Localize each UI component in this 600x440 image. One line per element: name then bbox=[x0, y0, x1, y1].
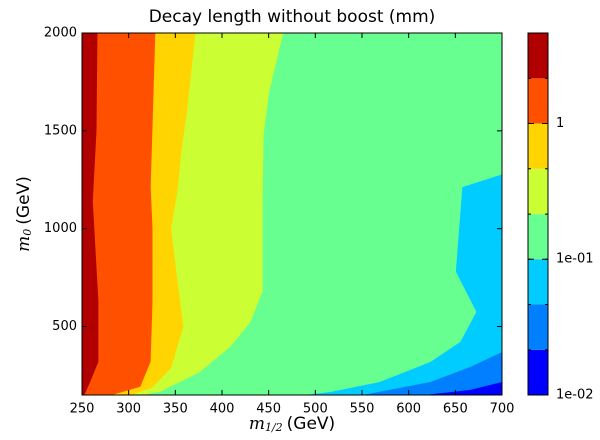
colorbar-tick-label: 1 bbox=[556, 116, 564, 131]
contour-line bbox=[360, 351, 503, 396]
x-tick-label: 250 bbox=[70, 402, 95, 417]
colorbar-band bbox=[528, 123, 548, 169]
x-tick-label: 400 bbox=[210, 402, 235, 417]
y-tick-label: 500 bbox=[52, 319, 77, 334]
x-tick-label: 300 bbox=[116, 402, 141, 417]
x-tick-label: 600 bbox=[396, 402, 421, 417]
x-tick-label: 350 bbox=[163, 402, 188, 417]
contour-line bbox=[83, 32, 99, 396]
colorbar-band bbox=[528, 259, 548, 305]
contour-fill bbox=[82, 33, 98, 395]
contour-line bbox=[419, 381, 503, 396]
colorbar-tick-label: 1e-01 bbox=[556, 252, 594, 267]
x-tick-label: 500 bbox=[303, 402, 328, 417]
y-tick-label: 1000 bbox=[44, 221, 77, 236]
plot-frame bbox=[81, 32, 503, 396]
x-tick-label: 550 bbox=[350, 402, 375, 417]
colorbar-band bbox=[528, 349, 548, 395]
x-tick-label: 650 bbox=[443, 402, 468, 417]
contour-line bbox=[300, 173, 503, 396]
colorbar-band bbox=[528, 78, 548, 124]
contour-line bbox=[109, 32, 156, 396]
y-axis-label: m0 (GeV) bbox=[14, 176, 35, 252]
x-label-unit: (GeV) bbox=[287, 414, 336, 434]
colorbar-tick-label: 1e-02 bbox=[556, 388, 594, 403]
x-axis-label: m1/2 (GeV) bbox=[249, 414, 335, 435]
y-label-subscript: 0 bbox=[21, 229, 34, 236]
y-label-unit: (GeV) bbox=[14, 176, 34, 225]
colorbar-band bbox=[528, 304, 548, 350]
x-label-subscript: 1/2 bbox=[265, 421, 283, 434]
y-label-symbol: m bbox=[14, 236, 34, 252]
x-tick-label: 450 bbox=[256, 402, 281, 417]
colorbar-band bbox=[528, 33, 548, 79]
x-tick-label: 700 bbox=[490, 402, 515, 417]
chart-title: Decay length without boost (mm) bbox=[149, 7, 436, 27]
y-tick-label: 1500 bbox=[44, 123, 77, 138]
contour-line bbox=[139, 32, 284, 396]
x-label-symbol: m bbox=[249, 414, 265, 434]
contour-fill bbox=[82, 33, 155, 395]
contour-line bbox=[129, 32, 196, 396]
y-tick-label: 2000 bbox=[44, 26, 77, 41]
colorbar-band bbox=[528, 168, 548, 215]
colorbar-band bbox=[528, 214, 548, 260]
